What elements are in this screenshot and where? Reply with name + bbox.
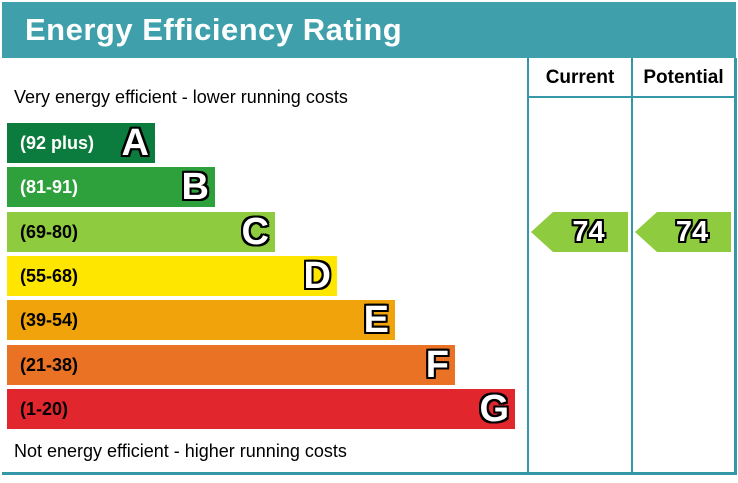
band-range-label: (69-80) [20,221,79,242]
band-range-label: (81-91) [20,176,79,197]
band-d: (55-68) D [7,256,337,296]
band-letter: C [241,211,269,253]
band-e: (39-54) E [7,300,395,340]
chart-title-bar: Energy Efficiency Rating [2,2,736,58]
band-range-label: (21-38) [20,354,79,375]
band-letter: G [479,388,509,430]
band-letter: D [303,255,331,297]
potential-rating-value: 74 [675,215,709,248]
band-range-label: (39-54) [20,309,79,330]
band-b: (81-91) B [7,167,215,207]
band-range-label: (55-68) [20,265,79,286]
chart-bottom-border [2,472,737,475]
band-range-label: (1-20) [20,398,69,419]
current-rating-arrow: 74 [531,212,628,252]
caption-very-efficient: Very energy efficient - lower running co… [14,87,348,107]
band-g: (1-20) G [7,389,515,429]
band-letter: E [363,299,389,341]
band-range-label: (92 plus) [20,132,95,153]
current-rating-value: 74 [572,215,605,248]
caption-not-efficient: Not energy efficient - higher running co… [14,441,347,461]
band-letter: B [181,166,209,208]
column-header-potential: Potential [643,67,724,88]
band-f: (21-38) F [7,345,455,385]
band-c: (69-80) C [7,212,275,252]
chart-title: Energy Efficiency Rating [25,12,403,47]
band-letter: F [425,344,449,386]
table-divider-left [527,58,529,474]
potential-rating-arrow: 74 [635,212,731,252]
band-a: (92 plus) A [7,123,155,163]
column-header-current: Current [545,67,615,88]
band-letter: A [121,122,149,164]
header-underline [527,96,737,98]
table-divider-right [734,58,737,474]
table-divider-middle [631,58,633,474]
